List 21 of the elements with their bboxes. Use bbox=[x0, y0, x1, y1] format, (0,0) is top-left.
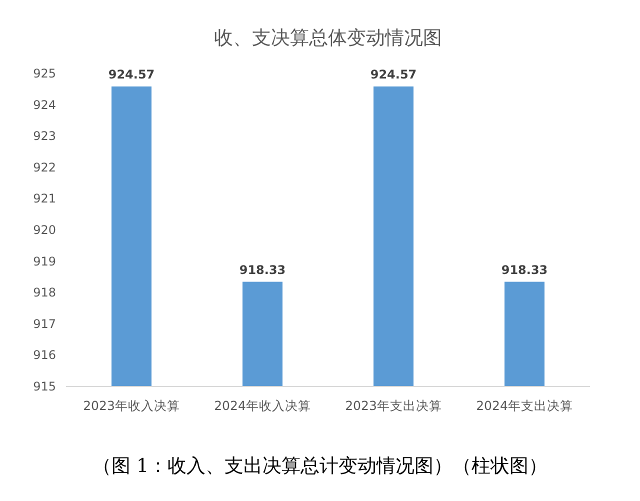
y-tick-label: 916 bbox=[33, 348, 56, 362]
data-label: 918.33 bbox=[501, 262, 548, 277]
y-tick-label: 917 bbox=[33, 316, 56, 331]
x-tick-label: 2023年支出决算 bbox=[345, 398, 442, 413]
y-tick-label: 918 bbox=[33, 286, 56, 300]
y-tick-label: 922 bbox=[33, 160, 56, 174]
data-label: 924.57 bbox=[108, 67, 155, 82]
y-tick-label: 920 bbox=[33, 223, 56, 237]
data-label: 918.33 bbox=[239, 262, 286, 277]
y-tick-label: 923 bbox=[33, 129, 56, 144]
y-tick-label: 921 bbox=[33, 192, 56, 206]
y-tick-label: 924 bbox=[33, 98, 56, 112]
x-tick-label: 2024年收入决算 bbox=[214, 398, 311, 413]
x-tick-label: 2024年支出决算 bbox=[476, 398, 573, 413]
x-tick-label: 2023年收入决算 bbox=[83, 398, 180, 413]
y-tick-label: 915 bbox=[33, 380, 56, 394]
text: （图 1：收入、支出决算总计变动情况图）（柱状图） bbox=[92, 455, 548, 477]
chart-title: 收、支决算总体变动情况图 bbox=[214, 27, 442, 49]
data-label: 924.57 bbox=[370, 67, 417, 82]
y-tick-label: 925 bbox=[33, 66, 56, 80]
y-tick-label: 919 bbox=[33, 254, 56, 268]
